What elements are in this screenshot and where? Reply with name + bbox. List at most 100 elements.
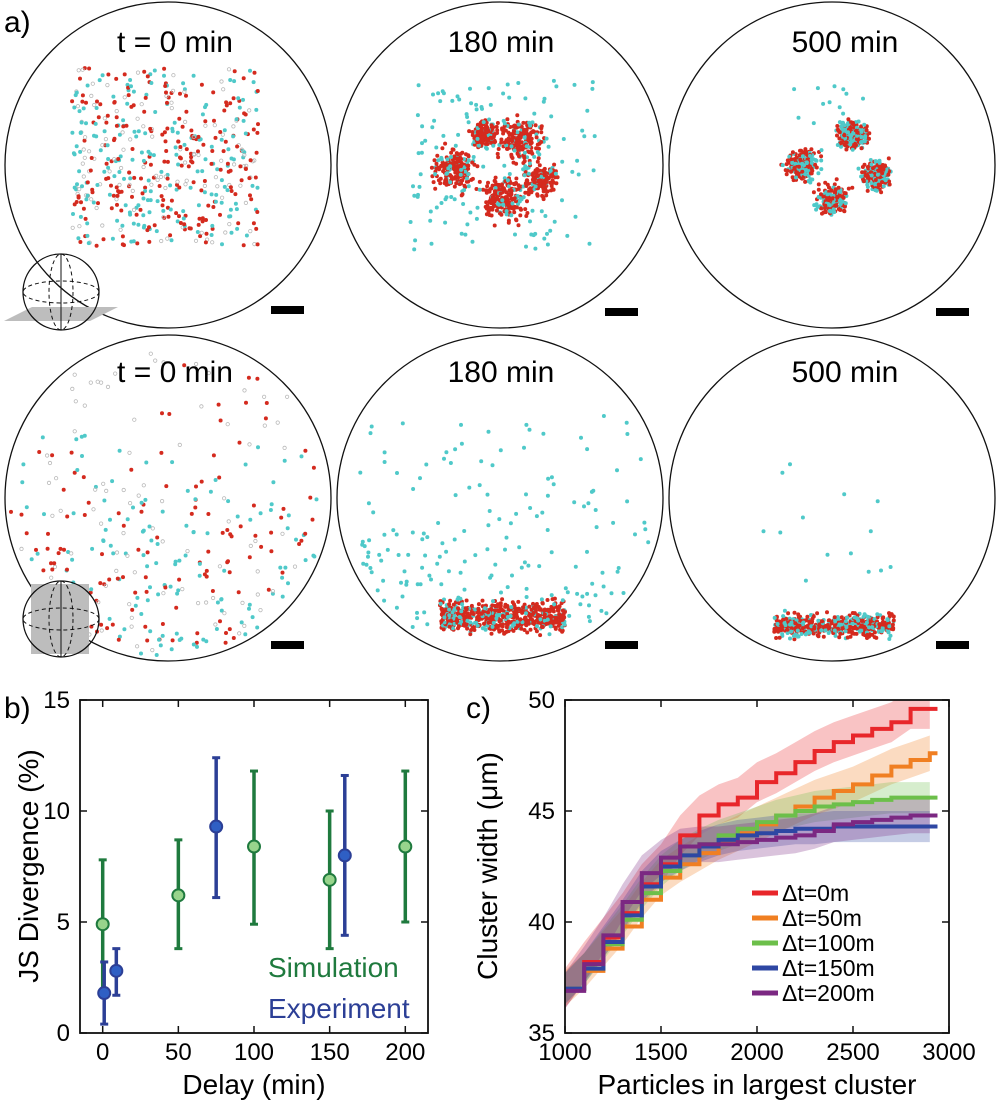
- particle: [512, 181, 516, 186]
- particle: [238, 183, 243, 188]
- particle: [198, 234, 203, 239]
- particle: [280, 594, 285, 599]
- particle: [240, 600, 245, 606]
- particle: [505, 82, 510, 87]
- particle: [89, 587, 94, 592]
- particle: [459, 441, 464, 446]
- particle: [162, 215, 167, 220]
- particle: [382, 460, 387, 464]
- particle: [239, 178, 244, 183]
- particle: [155, 535, 160, 540]
- particle: [282, 458, 287, 463]
- particle: [444, 171, 449, 176]
- particle: [499, 590, 503, 595]
- particle: [827, 618, 832, 623]
- particle: [227, 570, 232, 575]
- data-point: [95, 917, 110, 932]
- particle: [467, 485, 472, 490]
- time-label-bottom-1: 180 min: [448, 356, 555, 389]
- particle: [480, 598, 485, 603]
- particle: [485, 184, 490, 189]
- particle: [202, 572, 207, 577]
- particle: [810, 156, 814, 161]
- particle: [542, 96, 547, 101]
- particle: [76, 194, 81, 199]
- particle: [94, 106, 99, 110]
- scale-bar: [605, 641, 638, 649]
- circle-top-2: 500 min: [668, 1, 996, 329]
- particle: [191, 530, 196, 535]
- particle: [82, 513, 87, 517]
- particle: [806, 165, 811, 170]
- particle: [475, 623, 480, 628]
- legend-label: Δt=100m: [782, 930, 875, 956]
- particle: [132, 175, 137, 180]
- particle: [491, 599, 495, 604]
- particle: [78, 131, 83, 135]
- particle: [496, 155, 501, 160]
- particle: [96, 600, 101, 605]
- particle: [446, 166, 451, 171]
- particle: [831, 207, 836, 212]
- particle: [379, 558, 384, 563]
- particle: [466, 184, 471, 189]
- particle: [227, 214, 232, 219]
- particle: [816, 182, 821, 187]
- particle: [521, 161, 526, 165]
- particle: [160, 509, 165, 514]
- particle: [132, 129, 137, 134]
- particle: [161, 198, 166, 202]
- particle: [452, 613, 457, 618]
- particle: [130, 147, 135, 151]
- particle: [839, 144, 843, 149]
- particle: [459, 609, 464, 614]
- particle: [238, 524, 243, 529]
- particle: [505, 585, 510, 590]
- particle: [774, 636, 779, 640]
- particle: [825, 610, 829, 615]
- particle: [206, 203, 211, 208]
- particle: [160, 203, 165, 208]
- particle: [42, 512, 46, 517]
- particle: [528, 614, 533, 619]
- particle: [486, 610, 491, 615]
- particle: [114, 76, 119, 81]
- particle: [864, 620, 869, 625]
- particle: [525, 630, 530, 635]
- particle: [141, 213, 146, 218]
- particle: [840, 626, 845, 631]
- particle: [800, 154, 805, 159]
- particle: [516, 183, 521, 188]
- particle: [182, 89, 187, 95]
- particle: [94, 205, 99, 211]
- particle: [99, 622, 104, 627]
- particle: [152, 223, 157, 228]
- particle: [251, 503, 256, 508]
- particle: [250, 615, 255, 620]
- particle: [415, 194, 420, 199]
- particle: [540, 510, 545, 515]
- particle: [212, 118, 216, 123]
- particle: [533, 231, 538, 236]
- particle: [112, 136, 117, 141]
- particle: [235, 144, 240, 149]
- particle: [457, 615, 462, 619]
- particle: [846, 186, 851, 191]
- particle: [217, 564, 222, 569]
- particle: [514, 608, 519, 613]
- particle: [219, 158, 224, 163]
- particle: [495, 128, 500, 133]
- particle: [454, 160, 459, 165]
- particle: [515, 141, 520, 146]
- particle: [814, 207, 819, 212]
- particle: [423, 553, 428, 558]
- particle: [121, 487, 126, 493]
- particle: [89, 93, 94, 99]
- particle: [843, 629, 848, 634]
- particle: [809, 624, 814, 629]
- particle: [222, 568, 227, 573]
- particle: [132, 417, 137, 422]
- particle: [455, 94, 460, 99]
- particle: [108, 543, 113, 548]
- particle: [225, 560, 230, 565]
